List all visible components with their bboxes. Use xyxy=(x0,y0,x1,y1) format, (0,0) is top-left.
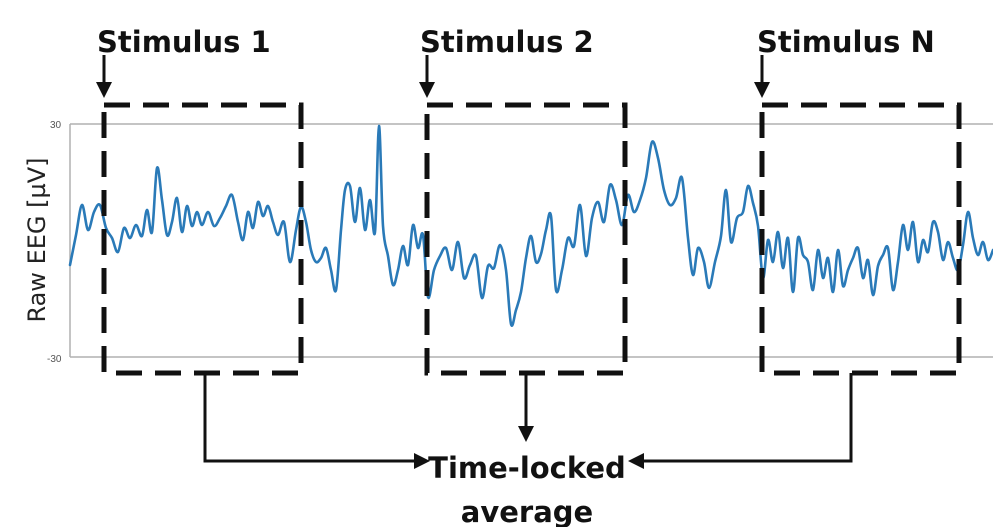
y-tick-min: -30 xyxy=(47,354,62,365)
connector-window-1 xyxy=(203,373,430,469)
y-tick-max: 30 xyxy=(50,120,62,131)
stimulus-n-label: Stimulus N xyxy=(757,25,935,59)
time-locked-average-label-line2: average xyxy=(461,495,593,527)
stimulus-n-arrow xyxy=(754,55,770,98)
epoch-window-n xyxy=(759,102,962,376)
epoch-window-1 xyxy=(101,102,304,376)
y-axis-title: Raw EEG [µV] xyxy=(23,157,51,322)
stimulus-2-label: Stimulus 2 xyxy=(420,25,594,59)
eeg-signal-trace xyxy=(68,124,993,327)
connector-window-2 xyxy=(518,373,534,442)
stimulus-2-arrow xyxy=(419,55,435,98)
time-locked-average-label-line1: Time-locked xyxy=(428,451,626,485)
stimulus-1-label: Stimulus 1 xyxy=(97,25,271,59)
epoch-window-2 xyxy=(424,102,628,376)
connector-window-n xyxy=(628,373,853,469)
stimulus-1-arrow xyxy=(96,55,112,98)
